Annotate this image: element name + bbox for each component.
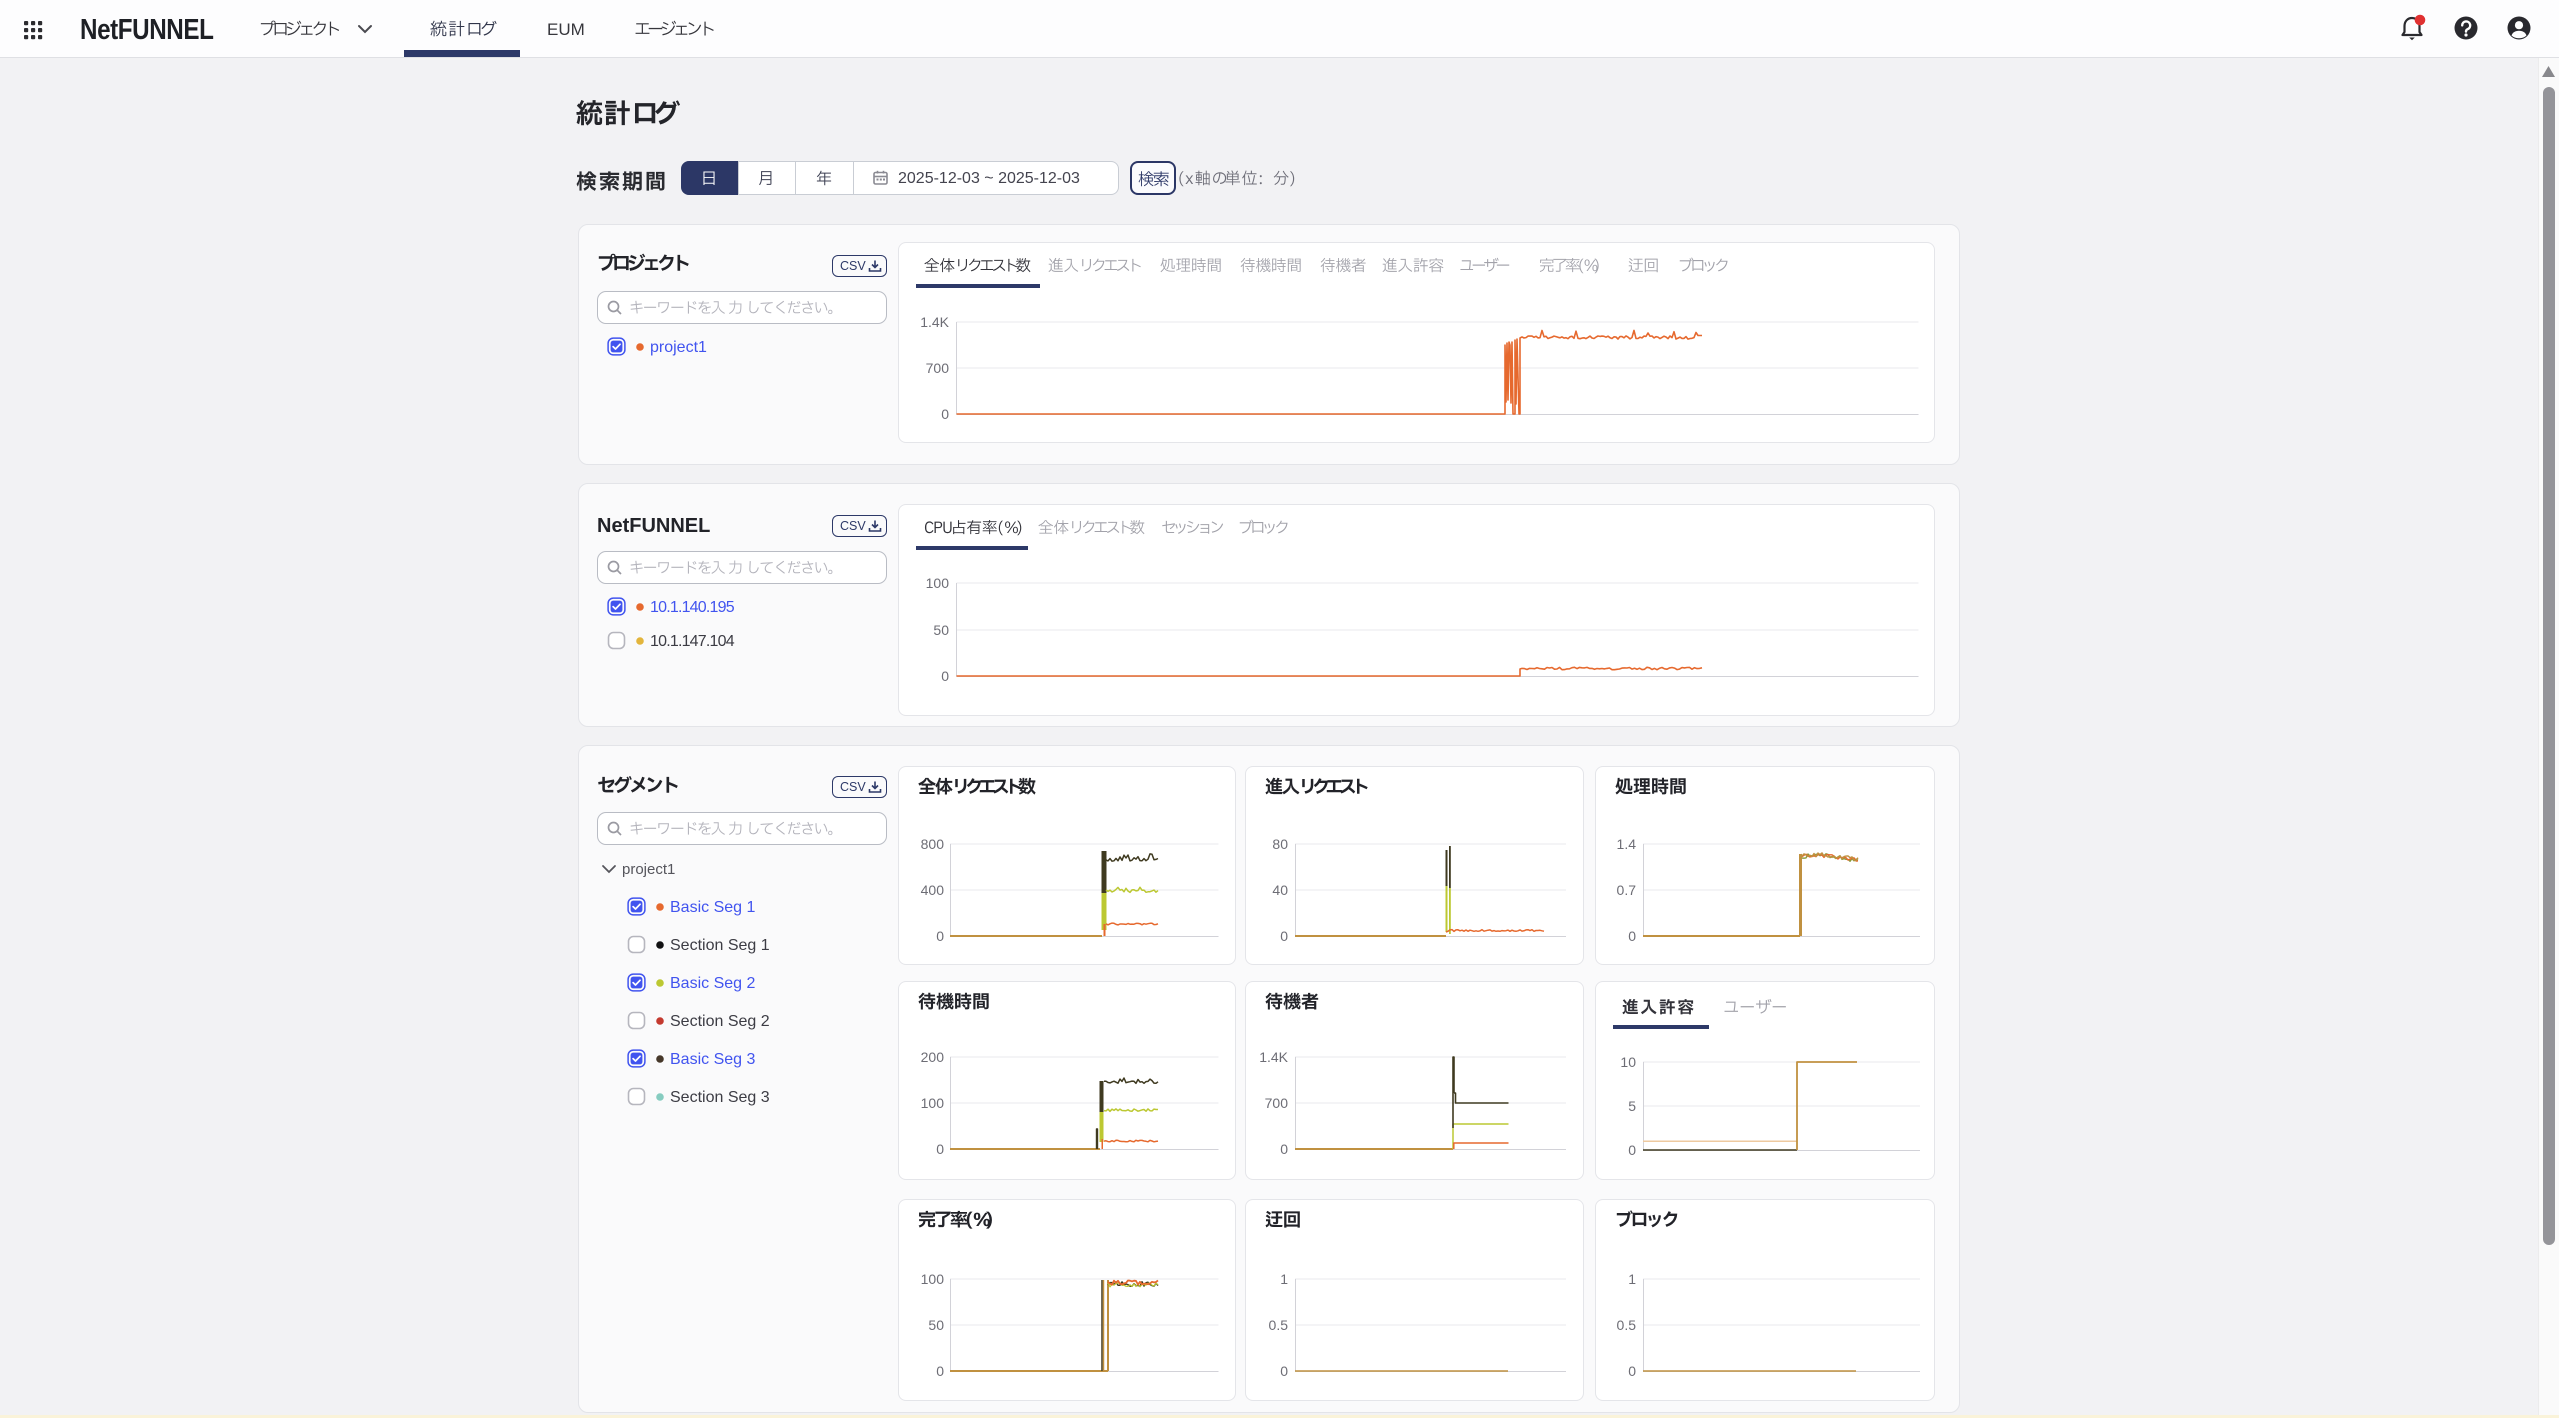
svg-text:50: 50 (928, 1317, 944, 1333)
svg-text:1.4K: 1.4K (920, 314, 949, 330)
svg-text:0.5: 0.5 (1269, 1317, 1289, 1333)
svg-text:100: 100 (921, 1095, 945, 1111)
svg-text:0: 0 (936, 1141, 944, 1157)
svg-text:5: 5 (1628, 1098, 1636, 1114)
svg-text:400: 400 (921, 882, 945, 898)
svg-text:200: 200 (921, 1049, 945, 1065)
svg-text:40: 40 (1272, 882, 1288, 898)
svg-text:1: 1 (1280, 1271, 1288, 1287)
svg-text:100: 100 (926, 575, 950, 591)
svg-text:50: 50 (933, 622, 949, 638)
svg-text:80: 80 (1272, 836, 1288, 852)
svg-text:0: 0 (941, 406, 949, 422)
svg-text:1: 1 (1628, 1271, 1636, 1287)
svg-text:0: 0 (1280, 1141, 1288, 1157)
svg-text:0: 0 (1628, 1142, 1636, 1158)
svg-text:0: 0 (1628, 928, 1636, 944)
svg-text:800: 800 (921, 836, 945, 852)
svg-text:10: 10 (1620, 1054, 1636, 1070)
svg-text:1.4: 1.4 (1617, 836, 1637, 852)
svg-text:0: 0 (1280, 1363, 1288, 1379)
svg-text:700: 700 (926, 360, 950, 376)
svg-text:0: 0 (941, 668, 949, 684)
svg-text:0: 0 (936, 928, 944, 944)
svg-text:0: 0 (936, 1363, 944, 1379)
svg-text:0.5: 0.5 (1617, 1317, 1637, 1333)
svg-text:0.7: 0.7 (1617, 882, 1637, 898)
svg-text:0: 0 (1280, 928, 1288, 944)
svg-text:100: 100 (921, 1271, 945, 1287)
svg-text:700: 700 (1265, 1095, 1289, 1111)
svg-text:0: 0 (1628, 1363, 1636, 1379)
svg-text:1.4K: 1.4K (1259, 1049, 1288, 1065)
